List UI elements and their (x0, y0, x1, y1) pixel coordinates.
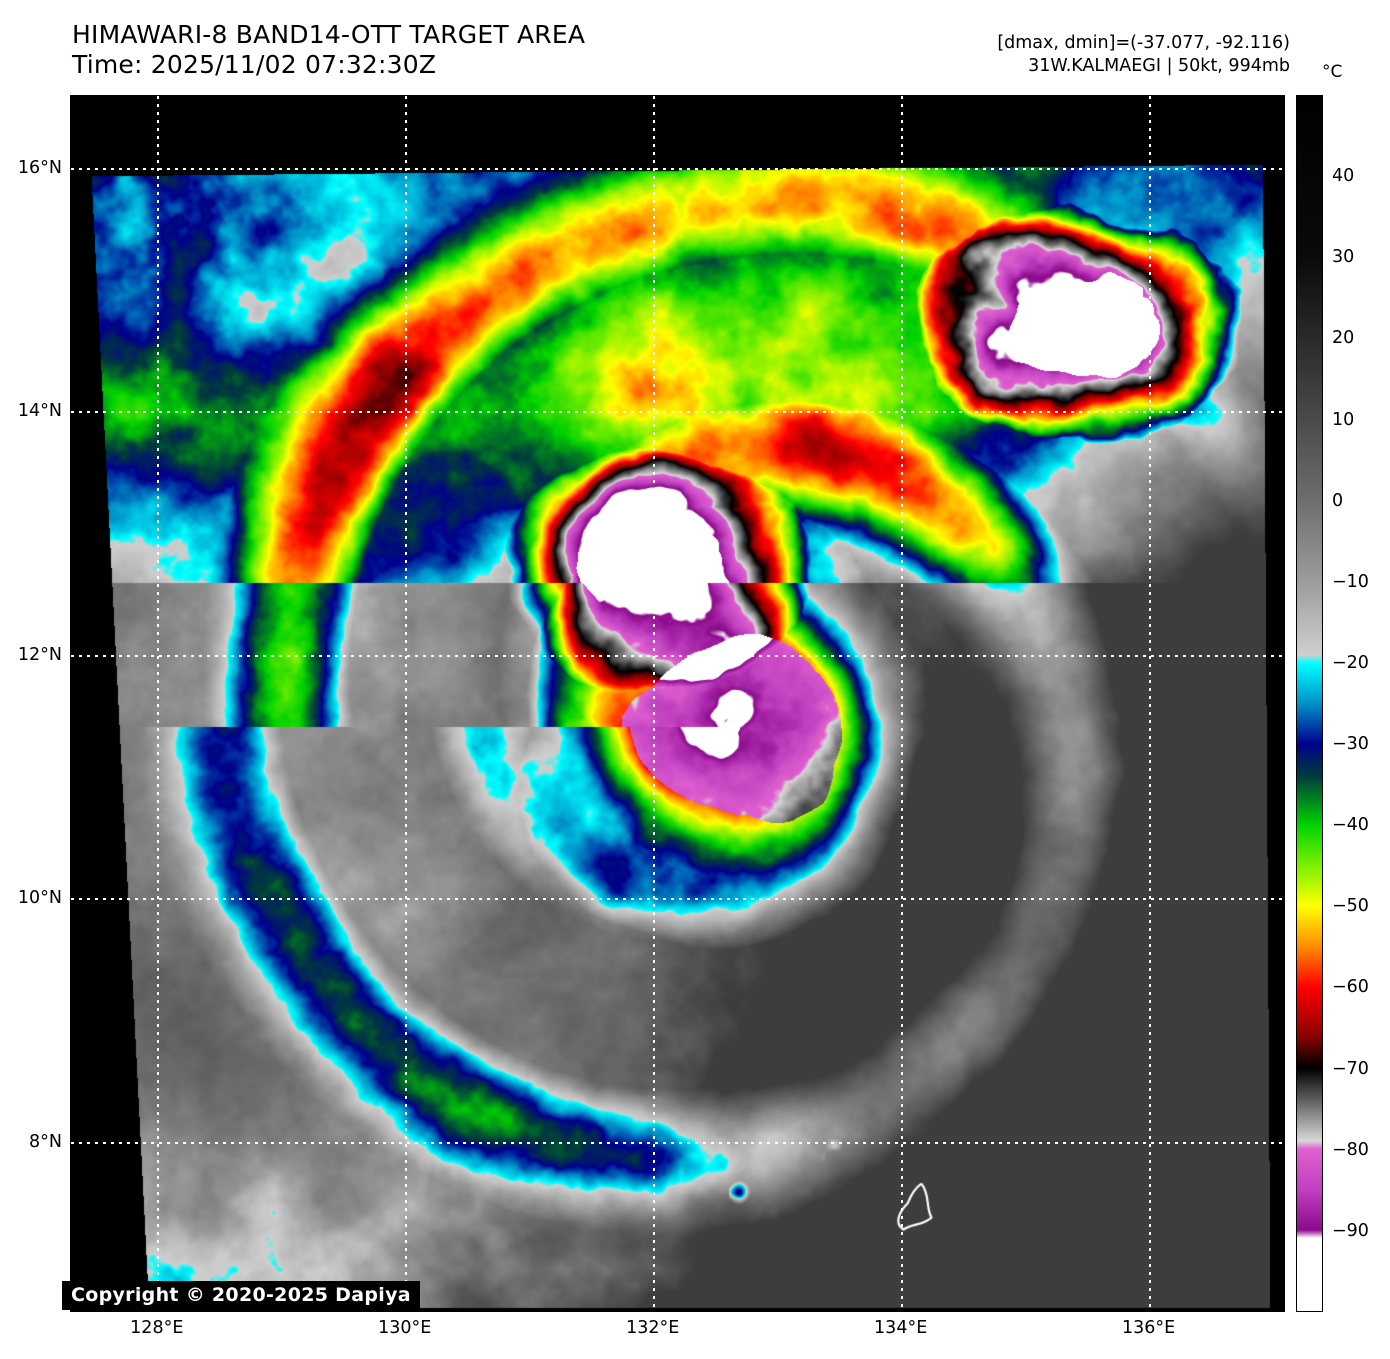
colorbar-tick: 10 (1332, 409, 1355, 430)
latitude-tick: 12°N (17, 644, 62, 665)
colorbar-tick: 0 (1332, 490, 1344, 511)
colorbar-tick: −30 (1332, 734, 1369, 755)
latitude-tick: 10°N (17, 888, 62, 909)
colorbar-tick: 40 (1332, 166, 1355, 187)
longitude-tick: 136°E (1122, 1318, 1176, 1338)
copyright-notice: Copyright © 2020-2025 Dapiya (62, 1281, 420, 1310)
longitude-tick: 134°E (874, 1318, 928, 1338)
colorbar-tick: −90 (1332, 1220, 1369, 1241)
colorbar-tick: −20 (1332, 652, 1369, 673)
satellite-image-plot (70, 95, 1285, 1312)
latitude-tick: 16°N (17, 158, 62, 179)
colorbar-tick: 20 (1332, 328, 1355, 349)
colorbar-tick: −60 (1332, 977, 1369, 998)
colorbar-tick: −80 (1332, 1139, 1369, 1160)
temperature-colorbar (1296, 95, 1323, 1312)
storm-info-label: 31W.KALMAEGI | 50kt, 994mb (1028, 56, 1290, 76)
colorbar-tick: −40 (1332, 815, 1369, 836)
metadata-block: [dmax, dmin]=(-37.077, -92.116) 31W.KALM… (997, 32, 1290, 78)
colorbar-tick: 30 (1332, 247, 1355, 268)
colorbar-tick: −10 (1332, 571, 1369, 592)
colorbar-tick: −50 (1332, 896, 1369, 917)
latitude-tick: 14°N (17, 401, 62, 422)
latitude-tick: 8°N (29, 1131, 62, 1152)
colorbar-tick: −70 (1332, 1058, 1369, 1079)
dmax-dmin-label: [dmax, dmin]=(-37.077, -92.116) (997, 33, 1290, 53)
timestamp-label: Time: 2025/11/02 07:32:30Z (72, 50, 437, 79)
page-title: HIMAWARI-8 BAND14-OTT TARGET AREA (72, 20, 586, 49)
colorbar-unit-label: °C (1322, 62, 1343, 82)
colorbar-gradient (1297, 96, 1322, 1311)
satellite-imagery-canvas (71, 96, 1284, 1311)
longitude-tick: 130°E (378, 1318, 432, 1338)
title-block: HIMAWARI-8 BAND14-OTT TARGET AREA Time: … (72, 20, 585, 80)
longitude-tick: 128°E (130, 1318, 184, 1338)
longitude-tick: 132°E (626, 1318, 680, 1338)
